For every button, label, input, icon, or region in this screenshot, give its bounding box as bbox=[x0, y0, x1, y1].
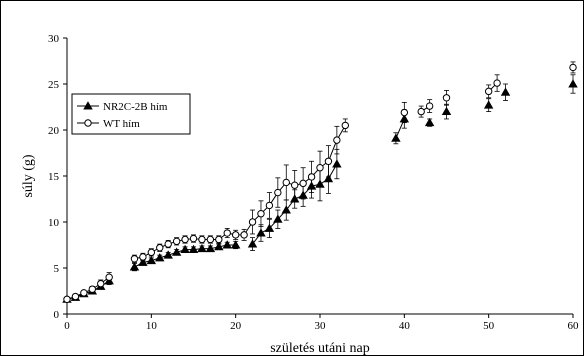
x-tick-label: 10 bbox=[146, 320, 158, 332]
data-point bbox=[332, 159, 342, 168]
data-point bbox=[139, 253, 147, 261]
legend-items: NR2C-2B hím WT hím bbox=[77, 101, 168, 130]
data-point bbox=[265, 201, 274, 210]
data-point bbox=[147, 248, 156, 257]
data-point bbox=[198, 235, 206, 244]
y-tick-label: 5 bbox=[54, 263, 60, 275]
x-axis-title: születés utáni nap bbox=[270, 341, 370, 356]
data-point bbox=[97, 279, 105, 288]
data-point bbox=[425, 102, 434, 110]
data-point bbox=[400, 108, 409, 117]
x-tick-label: 20 bbox=[230, 320, 242, 332]
data-point bbox=[282, 178, 290, 187]
data-point bbox=[163, 250, 173, 259]
data-point bbox=[129, 262, 140, 271]
y-tick-label: 25 bbox=[48, 79, 60, 91]
data-point bbox=[264, 223, 275, 232]
data-point bbox=[307, 173, 316, 181]
data-point bbox=[442, 94, 451, 102]
data-point bbox=[222, 240, 232, 249]
data-point bbox=[316, 164, 324, 172]
x-tick-label: 50 bbox=[483, 320, 495, 332]
data-point bbox=[189, 234, 198, 243]
legend-item: NR2C-2B hím bbox=[77, 101, 168, 113]
data-point bbox=[80, 289, 88, 297]
data-point bbox=[171, 247, 182, 256]
y-tick-label: 30 bbox=[48, 33, 60, 45]
data-point bbox=[441, 106, 452, 116]
data-point bbox=[493, 79, 501, 87]
data-point bbox=[180, 244, 190, 254]
data-point bbox=[155, 253, 165, 262]
data-point bbox=[205, 243, 216, 253]
data-point bbox=[240, 231, 248, 239]
circle-marker-icon bbox=[84, 119, 92, 127]
data-point bbox=[215, 235, 223, 244]
data-point bbox=[223, 229, 231, 237]
data-point bbox=[424, 117, 435, 127]
data-point bbox=[391, 133, 401, 142]
data-point bbox=[500, 87, 511, 96]
data-point bbox=[214, 242, 224, 251]
x-tick-label: 60 bbox=[568, 320, 580, 332]
data-point bbox=[197, 243, 207, 253]
data-point bbox=[299, 179, 307, 188]
data-point bbox=[324, 157, 333, 165]
legend-item: WT hím bbox=[77, 118, 140, 130]
data-point bbox=[341, 121, 349, 130]
legend-label: NR2C-2B hím bbox=[103, 101, 168, 113]
data-point bbox=[248, 218, 257, 226]
data-point bbox=[247, 239, 258, 248]
data-point bbox=[231, 231, 240, 239]
data-point bbox=[138, 257, 148, 266]
axis-ticks: 0 5 10 15 20 25 30 0 10 20 30 40 50 60 bbox=[48, 33, 579, 332]
data-point bbox=[146, 255, 157, 265]
y-tick-label: 20 bbox=[48, 125, 60, 137]
y-tick-label: 10 bbox=[48, 217, 60, 229]
data-point bbox=[256, 228, 266, 237]
data-point bbox=[484, 87, 493, 96]
data-point bbox=[206, 235, 215, 244]
data-point bbox=[274, 188, 282, 197]
data-point bbox=[181, 235, 189, 244]
data-point bbox=[164, 240, 172, 248]
x-tick-label: 30 bbox=[315, 320, 327, 332]
data-point bbox=[88, 285, 97, 293]
data-point bbox=[172, 237, 181, 246]
data-point bbox=[281, 205, 291, 214]
y-tick-label: 15 bbox=[48, 171, 60, 183]
data-point bbox=[130, 255, 139, 263]
series-line-segment bbox=[327, 139, 338, 162]
legend-box bbox=[71, 93, 191, 135]
triangle-marker-icon bbox=[83, 101, 93, 110]
data-point bbox=[273, 214, 283, 223]
data-point bbox=[230, 240, 241, 249]
series-wt bbox=[63, 61, 577, 303]
legend-label: WT hím bbox=[103, 118, 140, 130]
data-point bbox=[417, 107, 425, 116]
data-point bbox=[156, 244, 164, 252]
data-point bbox=[483, 100, 494, 109]
data-series bbox=[62, 61, 578, 303]
data-point bbox=[323, 173, 334, 183]
y-tick-label: 0 bbox=[54, 309, 60, 321]
data-point bbox=[333, 136, 341, 144]
data-point bbox=[71, 292, 80, 301]
y-axis-title: súly (g) bbox=[21, 154, 36, 198]
x-tick-label: 0 bbox=[64, 320, 70, 332]
x-tick-label: 40 bbox=[399, 320, 411, 332]
data-point bbox=[105, 273, 113, 281]
data-point bbox=[257, 210, 265, 218]
data-point bbox=[568, 79, 578, 88]
data-point bbox=[63, 295, 71, 303]
data-point bbox=[188, 244, 199, 254]
legend: NR2C-2B hím WT hím bbox=[71, 93, 191, 135]
data-point bbox=[569, 63, 577, 72]
data-point bbox=[291, 181, 299, 189]
